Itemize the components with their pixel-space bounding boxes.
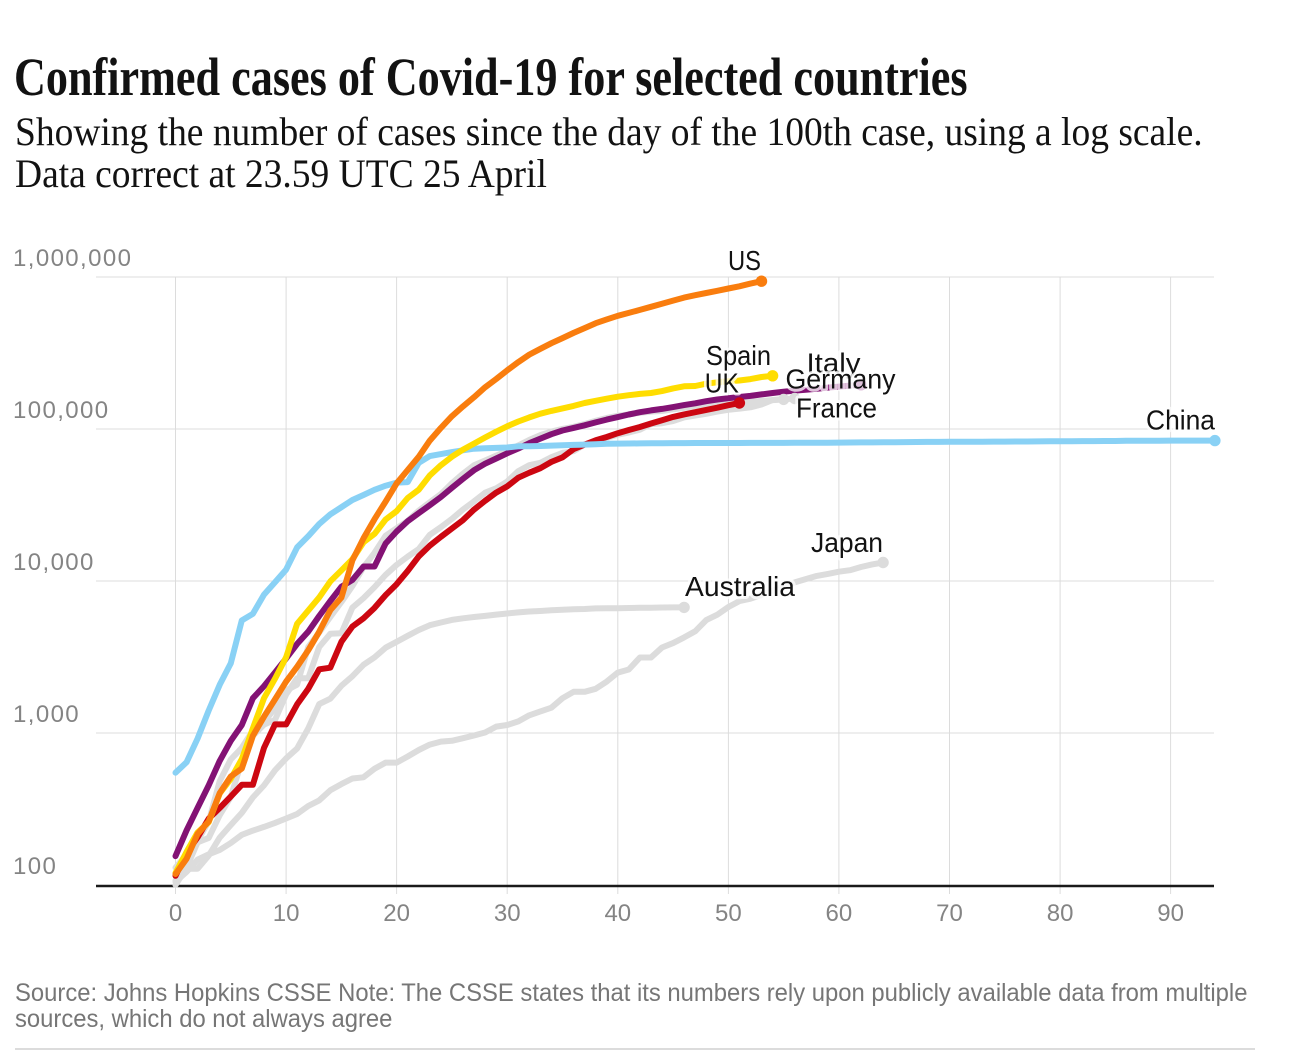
svg-text:30: 30 (494, 900, 521, 927)
svg-text:1,000: 1,000 (13, 701, 80, 728)
svg-text:UK: UK (705, 368, 739, 399)
svg-text:Japan: Japan (811, 527, 883, 558)
svg-text:10: 10 (273, 900, 300, 927)
svg-text:1,000,000: 1,000,000 (13, 245, 132, 272)
svg-text:China: China (1146, 405, 1215, 436)
svg-text:10,000: 10,000 (13, 549, 95, 576)
svg-text:60: 60 (826, 900, 853, 927)
svg-text:France: France (796, 393, 877, 424)
svg-text:Australia: Australia (685, 571, 795, 602)
svg-text:50: 50 (715, 900, 742, 927)
svg-text:90: 90 (1157, 900, 1184, 927)
svg-text:70: 70 (936, 900, 963, 927)
svg-text:US: US (728, 245, 761, 276)
svg-text:0: 0 (169, 900, 182, 927)
svg-text:100,000: 100,000 (13, 397, 110, 424)
svg-text:40: 40 (604, 900, 631, 927)
svg-text:100: 100 (13, 853, 57, 880)
svg-text:20: 20 (383, 900, 410, 927)
svg-text:Spain: Spain (706, 340, 771, 371)
svg-text:80: 80 (1047, 900, 1074, 927)
svg-text:Germany: Germany (786, 364, 896, 395)
svg-text:Italy: Italy (807, 348, 861, 379)
